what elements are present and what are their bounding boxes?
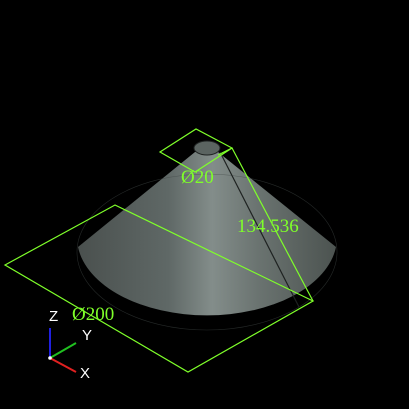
axis-origin xyxy=(48,356,52,360)
z-axis-label: Z xyxy=(49,308,58,325)
slant-dimension-line xyxy=(231,147,314,302)
x-axis-label: X xyxy=(80,365,90,382)
slant-length-label: 134.536 xyxy=(237,216,299,237)
cone-body xyxy=(78,152,336,316)
x-axis-line xyxy=(49,357,77,373)
top-cylinder xyxy=(193,140,221,156)
base-diameter-label: Ø200 xyxy=(72,304,114,325)
base-diameter-dimension-frame xyxy=(3,204,315,373)
slant-extension-line xyxy=(217,147,233,156)
slant-edge-line xyxy=(219,151,300,308)
y-axis-label: Y xyxy=(82,327,92,344)
top-diameter-label: Ø20 xyxy=(181,167,214,188)
axis-triad: Z Y X xyxy=(48,308,92,382)
y-axis-line xyxy=(49,342,77,359)
cone-base-edge xyxy=(76,173,338,331)
